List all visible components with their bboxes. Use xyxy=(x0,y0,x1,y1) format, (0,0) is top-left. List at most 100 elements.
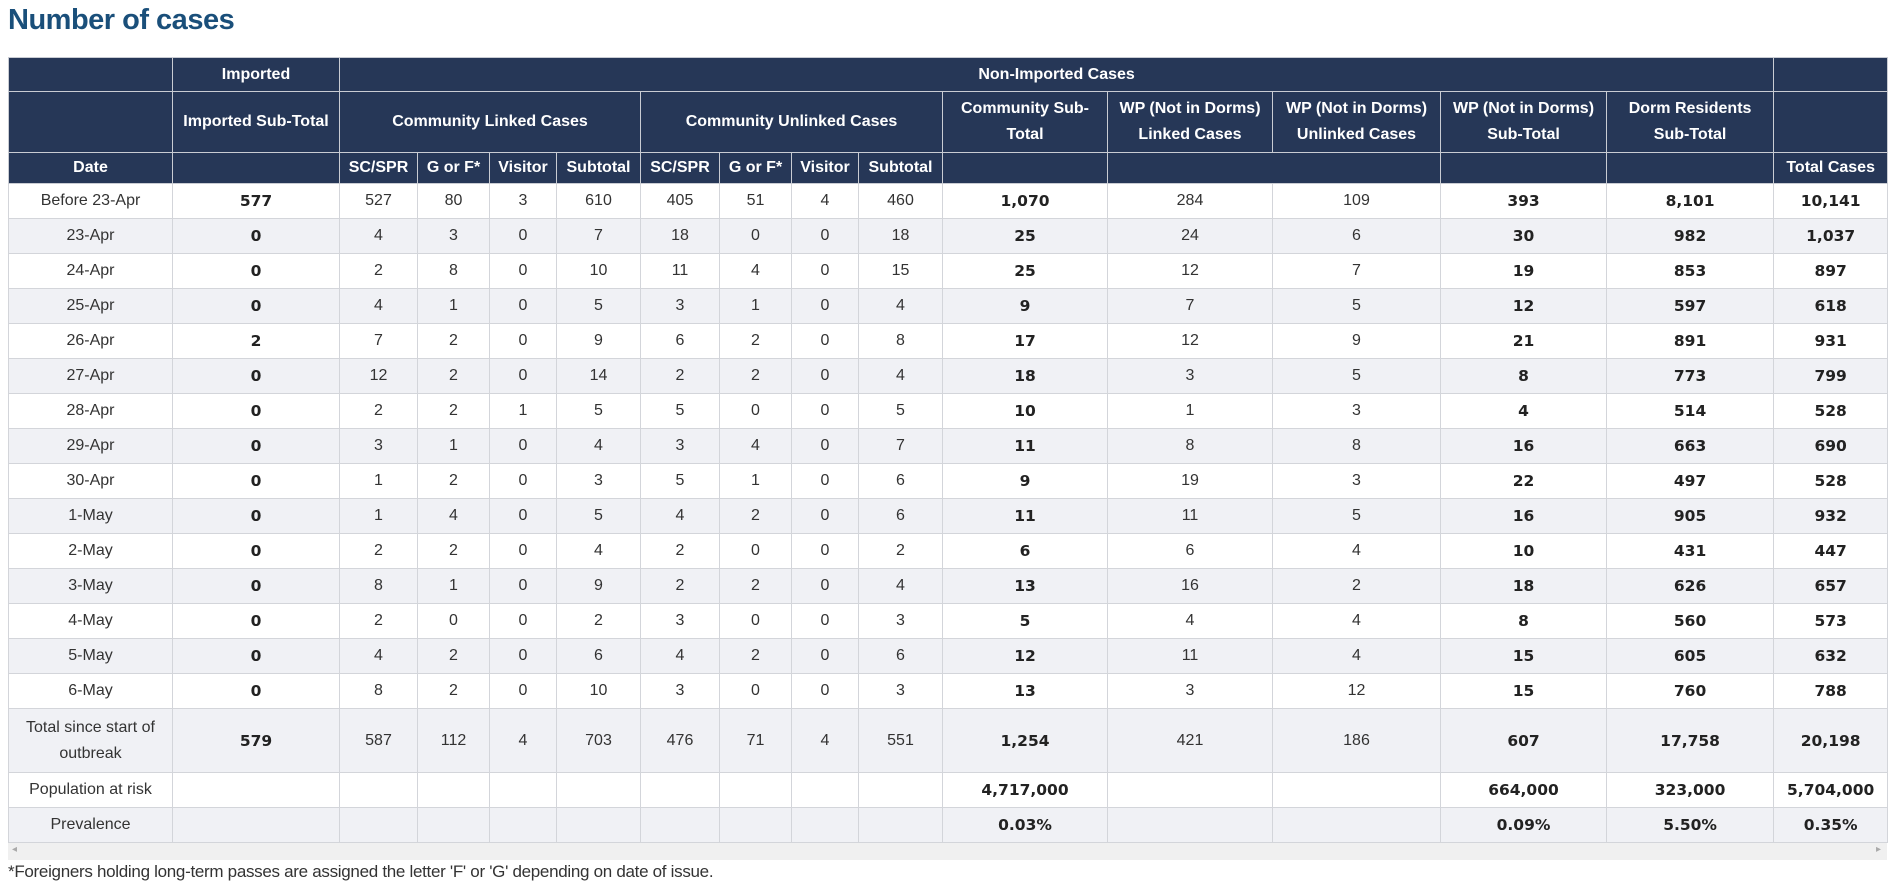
table-cell: 112 xyxy=(417,708,490,773)
table-cell: 0 xyxy=(489,603,557,639)
row-label: Prevalence xyxy=(8,807,173,843)
row-label: Before 23-Apr xyxy=(8,183,173,219)
table-cell: 0.03% xyxy=(942,807,1108,843)
table-cell: 0 xyxy=(172,568,340,604)
table-row: 24-Apr 0 2 8 0 10 11 4 0 15 25 12 7 19 853 897 xyxy=(8,253,1889,289)
table-cell: 4 xyxy=(1440,393,1607,429)
table-cell: 0 xyxy=(489,638,557,674)
table-cell: 30 xyxy=(1440,218,1607,254)
table-cell: 6 xyxy=(858,638,943,674)
table-cell: 1 xyxy=(719,463,792,499)
table-cell: 0 xyxy=(172,393,340,429)
header-wp-linked: WP (Not in Dorms) Linked Cases xyxy=(1107,91,1273,153)
scroll-left-icon[interactable]: ◂ xyxy=(12,844,18,855)
table-cell: 2 xyxy=(719,323,792,359)
table-cell: 3 xyxy=(858,603,943,639)
table-cell: 760 xyxy=(1605,673,1775,709)
header-blank xyxy=(8,91,173,153)
table-cell: 0 xyxy=(489,463,557,499)
header-blank xyxy=(942,152,1108,184)
table-cell: 5 xyxy=(556,288,641,324)
table-cell: 3 xyxy=(489,183,557,219)
header-blank xyxy=(1440,152,1607,184)
table-cell: 3 xyxy=(1272,463,1441,499)
table-cell xyxy=(489,772,557,808)
table-row: 29-Apr 0 3 1 0 4 3 4 0 7 11 8 8 16 663 690 xyxy=(8,428,1889,464)
table-cell: 2 xyxy=(339,253,418,289)
table-cell: 18 xyxy=(1440,568,1607,604)
horizontal-scrollbar[interactable]: ◂ ▸ xyxy=(8,843,1887,860)
row-label: 30-Apr xyxy=(8,463,173,499)
table-cell: 284 xyxy=(1107,183,1273,219)
table-cell: 405 xyxy=(640,183,720,219)
table-cell: 0 xyxy=(489,533,557,569)
table-cell: 4 xyxy=(858,288,943,324)
table-cell: 4 xyxy=(791,708,859,773)
table-cell: 0 xyxy=(489,673,557,709)
table-cell: 1 xyxy=(489,393,557,429)
table-cell: 891 xyxy=(1605,323,1775,359)
table-cell: 11 xyxy=(942,498,1108,534)
table-cell: 4 xyxy=(339,638,418,674)
table-cell: 5 xyxy=(1272,498,1441,534)
table-cell: 1 xyxy=(417,428,490,464)
page-title: Number of cases xyxy=(8,4,235,36)
table-cell: 773 xyxy=(1605,358,1775,394)
table-cell: 0 xyxy=(172,638,340,674)
table-cell: 1 xyxy=(417,288,490,324)
table-cell: 2 xyxy=(417,638,490,674)
table-cell: 5 xyxy=(640,463,720,499)
table-cell: 3 xyxy=(1272,393,1441,429)
row-label: 1-May xyxy=(8,498,173,534)
scroll-right-icon[interactable]: ▸ xyxy=(1875,844,1881,855)
header-community-subtotal: Community Sub-Total xyxy=(942,91,1108,153)
header-sc-spr: SC/SPR xyxy=(640,152,720,184)
table-cell: 8 xyxy=(1440,358,1607,394)
table-cell: 476 xyxy=(640,708,720,773)
table-cell: 664,000 xyxy=(1440,772,1607,808)
table-cell: 0 xyxy=(172,603,340,639)
table-cell: 607 xyxy=(1440,708,1607,773)
table-cell: 4 xyxy=(858,358,943,394)
header-imported: Imported xyxy=(172,57,340,92)
table-cell: 2 xyxy=(417,533,490,569)
header-non-imported: Non-Imported Cases xyxy=(338,57,1775,92)
header-subtotal: Subtotal xyxy=(556,152,641,184)
table-row: 27-Apr 0 12 2 0 14 2 2 0 4 18 3 5 8 773 799 xyxy=(8,358,1889,394)
table-cell: 3 xyxy=(640,603,720,639)
table-cell: 0 xyxy=(172,288,340,324)
table-cell: 431 xyxy=(1605,533,1775,569)
row-label: 2-May xyxy=(8,533,173,569)
header-total-cases: Total Cases xyxy=(1773,152,1889,184)
table-cell: 0 xyxy=(791,463,859,499)
table-cell: 5 xyxy=(858,393,943,429)
table-cell: 16 xyxy=(1107,568,1273,604)
table-cell: 0 xyxy=(489,253,557,289)
table-cell xyxy=(556,807,641,843)
table-row: Population at risk 4,717,000 664,000 323,00… xyxy=(8,772,1889,808)
header-g-or-f: G or F* xyxy=(417,152,490,184)
table-cell: 4 xyxy=(719,253,792,289)
table-cell: 2 xyxy=(417,463,490,499)
table-cell: 5 xyxy=(556,498,641,534)
table-cell: 25 xyxy=(942,218,1108,254)
table-cell: 18 xyxy=(640,218,720,254)
table-cell xyxy=(791,807,859,843)
table-cell: 1 xyxy=(719,288,792,324)
table-cell: 528 xyxy=(1773,463,1889,499)
table-cell: 0.09% xyxy=(1440,807,1607,843)
table-cell: 13 xyxy=(942,568,1108,604)
table-cell: 2 xyxy=(417,393,490,429)
table-cell: 2 xyxy=(719,568,792,604)
table-cell: 4 xyxy=(339,218,418,254)
table-cell: 587 xyxy=(339,708,418,773)
table-cell: 12 xyxy=(942,638,1108,674)
table-cell: 8 xyxy=(858,323,943,359)
table-cell xyxy=(719,807,792,843)
table-cell: 0 xyxy=(719,393,792,429)
row-label: 3-May xyxy=(8,568,173,604)
table-cell: 4 xyxy=(1272,533,1441,569)
row-label: 24-Apr xyxy=(8,253,173,289)
table-cell: 7 xyxy=(1272,253,1441,289)
table-cell: 4 xyxy=(1107,603,1273,639)
